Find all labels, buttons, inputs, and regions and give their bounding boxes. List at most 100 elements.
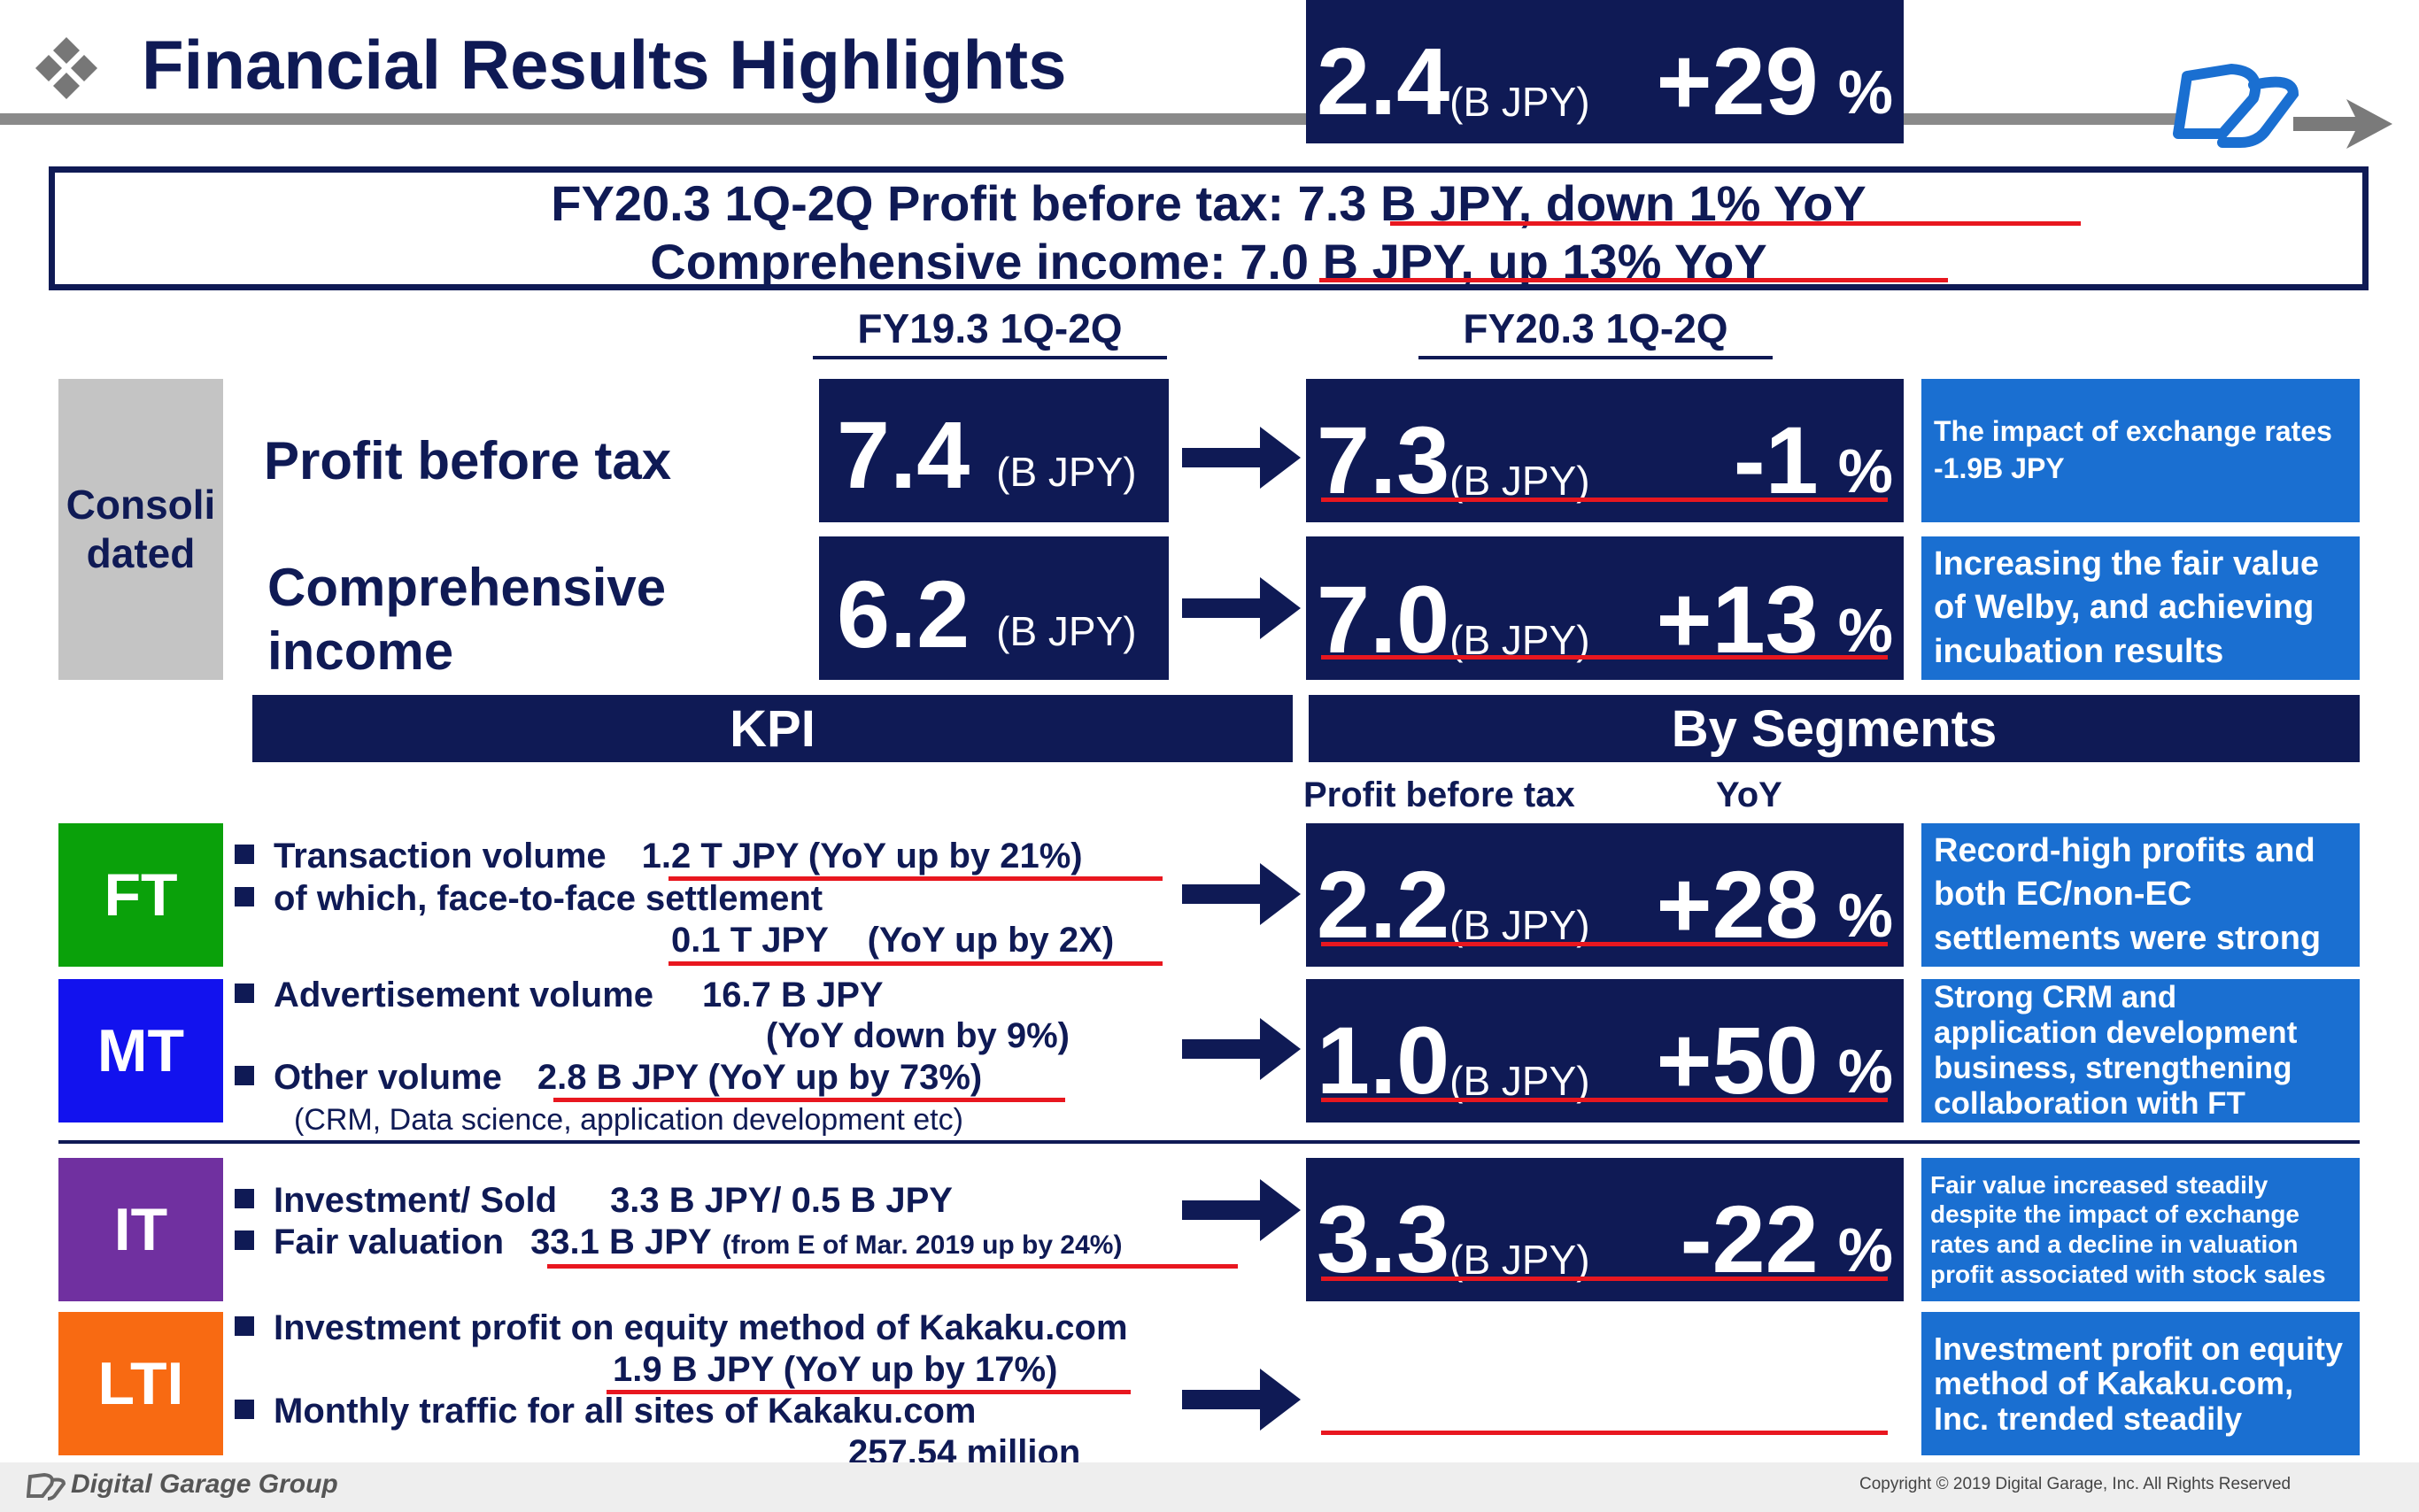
yoy-comprehensive: +13 xyxy=(1656,566,1819,673)
curr-unit-profit: (B JPY) xyxy=(1449,458,1590,504)
summary-line-comprehensive: Comprehensive income: 7.0 B JPY, up 13% … xyxy=(55,233,2362,290)
kpi-it-investment-label: Investment/ Sold xyxy=(274,1181,558,1220)
kpi-mt-other-underline xyxy=(553,1098,1065,1102)
bullet-icon xyxy=(235,1230,254,1251)
kpi-ft-transaction: Transaction volume 1.2 T JPY (YoY up by 2… xyxy=(235,837,1083,876)
kpi-ft-face-to-face: of which, face-to-face settlement xyxy=(235,879,823,919)
metric-label-profit: Profit before tax xyxy=(264,431,672,490)
segment-pct-sign-it: % xyxy=(1837,1215,1893,1284)
kpi-lti-investment-profit: Investment profit on equity method of Ka… xyxy=(235,1308,1128,1348)
note-lti: Investment profit on equity method of Ka… xyxy=(1921,1312,2360,1455)
kpi-ft-transaction-value: 1.2 T JPY (YoY up by 21%) xyxy=(641,837,1083,876)
period-curr: FY20.3 1Q-2Q xyxy=(1463,305,1728,351)
bullet-icon xyxy=(235,845,254,865)
prev-value-box-comprehensive: 6.2 (B JPY) xyxy=(819,536,1169,680)
prev-unit-profit: (B JPY) xyxy=(996,449,1137,495)
kpi-lti-investment-profit-underline xyxy=(607,1390,1131,1394)
segments-bar: By Segments xyxy=(1309,695,2360,762)
consolidated-label: Consoli dated xyxy=(58,379,223,680)
arrow-right-icon xyxy=(1182,577,1301,639)
kpi-ft-transaction-label: Transaction volume xyxy=(274,837,607,876)
segment-underline-lti xyxy=(1321,1431,1888,1435)
yoy-pct-sign-comprehensive: % xyxy=(1837,596,1893,665)
footer-logo-icon xyxy=(27,1472,66,1500)
dg-logo-icon xyxy=(2173,64,2299,148)
prev-value-comprehensive: 6.2 xyxy=(837,560,970,667)
curr-value-comprehensive: 7.0 xyxy=(1317,566,1450,673)
period-prev: FY19.3 1Q-2Q xyxy=(857,305,1123,351)
kpi-it-fair-valuation: Fair valuation 33.1 B JPY (from E of Mar. … xyxy=(235,1223,1122,1262)
segment-value-ft: 2.2 xyxy=(1317,851,1450,958)
kpi-mt-advertisement: Advertisement volume 16.7 B JPY xyxy=(235,976,884,1015)
note-it: Fair value increased steadily despite th… xyxy=(1921,1158,2360,1301)
segment-yoy-mt: +50 xyxy=(1656,1007,1819,1114)
segment-value-mt: 1.0 xyxy=(1317,1007,1450,1114)
header-arrow-icon xyxy=(2293,99,2392,149)
segment-underline-ft xyxy=(1321,942,1888,946)
curr-underline-comprehensive xyxy=(1321,655,1888,660)
summary-box: FY20.3 1Q-2Q Profit before tax: 7.3 B JP… xyxy=(49,166,2369,290)
curr-value-profit: 7.3 xyxy=(1317,406,1450,513)
summary-comprehensive-underline xyxy=(1319,278,1948,282)
yoy-profit: -1 xyxy=(1733,406,1819,513)
kpi-mt-other-label: Other volume xyxy=(274,1058,502,1097)
page-title: Financial Results Highlights xyxy=(142,26,1067,104)
period-prev-underline xyxy=(813,356,1167,359)
arrow-right-icon xyxy=(1182,863,1301,925)
bullet-icon xyxy=(235,1066,254,1086)
kpi-it-fair-valuation-label: Fair valuation xyxy=(274,1223,505,1261)
segment-value-box-lti: 2.4 (B JPY) +29 % xyxy=(1306,0,1904,143)
segment-unit-mt: (B JPY) xyxy=(1449,1058,1590,1104)
kpi-bar: KPI xyxy=(252,695,1293,762)
kpi-mt-other-detail: (CRM, Data science, application developm… xyxy=(294,1103,963,1137)
segment-code-lti: LTI xyxy=(58,1312,223,1455)
footer-company: Digital Garage Group xyxy=(71,1470,338,1499)
footer-copyright: Copyright © 2019 Digital Garage, Inc. Al… xyxy=(1859,1475,2291,1493)
metric-label-comprehensive-line2: income xyxy=(267,621,454,681)
segment-yoy-lti: +29 xyxy=(1656,27,1819,135)
bullet-icon xyxy=(235,1400,254,1420)
prev-value-profit: 7.4 xyxy=(837,401,970,508)
segment-unit-lti: (B JPY) xyxy=(1449,79,1590,125)
prev-value-box-profit: 7.4 (B JPY) xyxy=(819,379,1169,522)
segment-unit-ft: (B JPY) xyxy=(1449,902,1590,948)
arrow-right-icon xyxy=(1182,1369,1301,1431)
footer-bar xyxy=(0,1462,2419,1512)
section-divider xyxy=(58,1140,2360,1144)
kpi-it-fair-valuation-underline xyxy=(547,1264,1238,1269)
kpi-it-fair-valuation-value: 33.1 B JPY xyxy=(530,1223,712,1261)
kpi-lti-traffic: Monthly traffic for all sites of Kakaku.… xyxy=(235,1392,977,1431)
bullet-icon xyxy=(235,984,254,1004)
segment-yoy-it: -22 xyxy=(1680,1185,1819,1292)
summary-comprehensive-prefix: Comprehensive income: xyxy=(650,234,1240,289)
segment-header-yoy: YoY xyxy=(1716,775,1782,814)
note-profit: The impact of exchange rates -1.9B JPY xyxy=(1921,379,2360,522)
kpi-mt-other-value: 2.8 B JPY (YoY up by 73%) xyxy=(537,1058,983,1097)
segment-unit-it: (B JPY) xyxy=(1449,1237,1590,1283)
bullet-icon xyxy=(235,1189,254,1209)
arrow-right-icon xyxy=(1182,1179,1301,1241)
segment-underline-mt xyxy=(1321,1098,1888,1102)
segment-code-ft: FT xyxy=(58,823,223,967)
kpi-it-investment: Investment/ Sold 3.3 B JPY/ 0.5 B JPY xyxy=(235,1181,953,1221)
kpi-mt-other: Other volume 2.8 B JPY (YoY up by 73%) xyxy=(235,1058,982,1098)
bullet-icon xyxy=(235,1316,254,1337)
curr-underline-profit xyxy=(1321,498,1888,502)
summary-profit-underline xyxy=(1390,221,2081,226)
bullet-icon xyxy=(235,887,254,907)
kpi-mt-advertisement-label: Advertisement volume xyxy=(274,976,654,1014)
note-ft: Record-high profits and both EC/non-EC s… xyxy=(1921,823,2360,967)
yoy-pct-sign-profit: % xyxy=(1837,436,1893,505)
kpi-mt-advertisement-yoy: (YoY down by 9%) xyxy=(766,1016,1070,1055)
note-comprehensive: Increasing the fair value of Welby, and … xyxy=(1921,536,2360,680)
period-curr-underline xyxy=(1418,356,1773,359)
kpi-mt-advertisement-value: 16.7 B JPY xyxy=(702,976,884,1014)
metric-label-comprehensive: Comprehensive income xyxy=(267,556,666,683)
kpi-ft-face-to-face-value: 0.1 T JPY (YoY up by 2X) xyxy=(671,921,1115,960)
kpi-it-investment-value: 3.3 B JPY/ 0.5 B JPY xyxy=(610,1181,953,1220)
segment-yoy-ft: +28 xyxy=(1656,851,1819,958)
segment-code-mt: MT xyxy=(58,979,223,1122)
kpi-lti-investment-profit-value: 1.9 B JPY (YoY up by 17%) xyxy=(613,1350,1058,1389)
segment-pct-sign-lti: % xyxy=(1837,58,1893,127)
kpi-it-fair-valuation-detail: (from E of Mar. 2019 up by 24%) xyxy=(722,1230,1123,1260)
